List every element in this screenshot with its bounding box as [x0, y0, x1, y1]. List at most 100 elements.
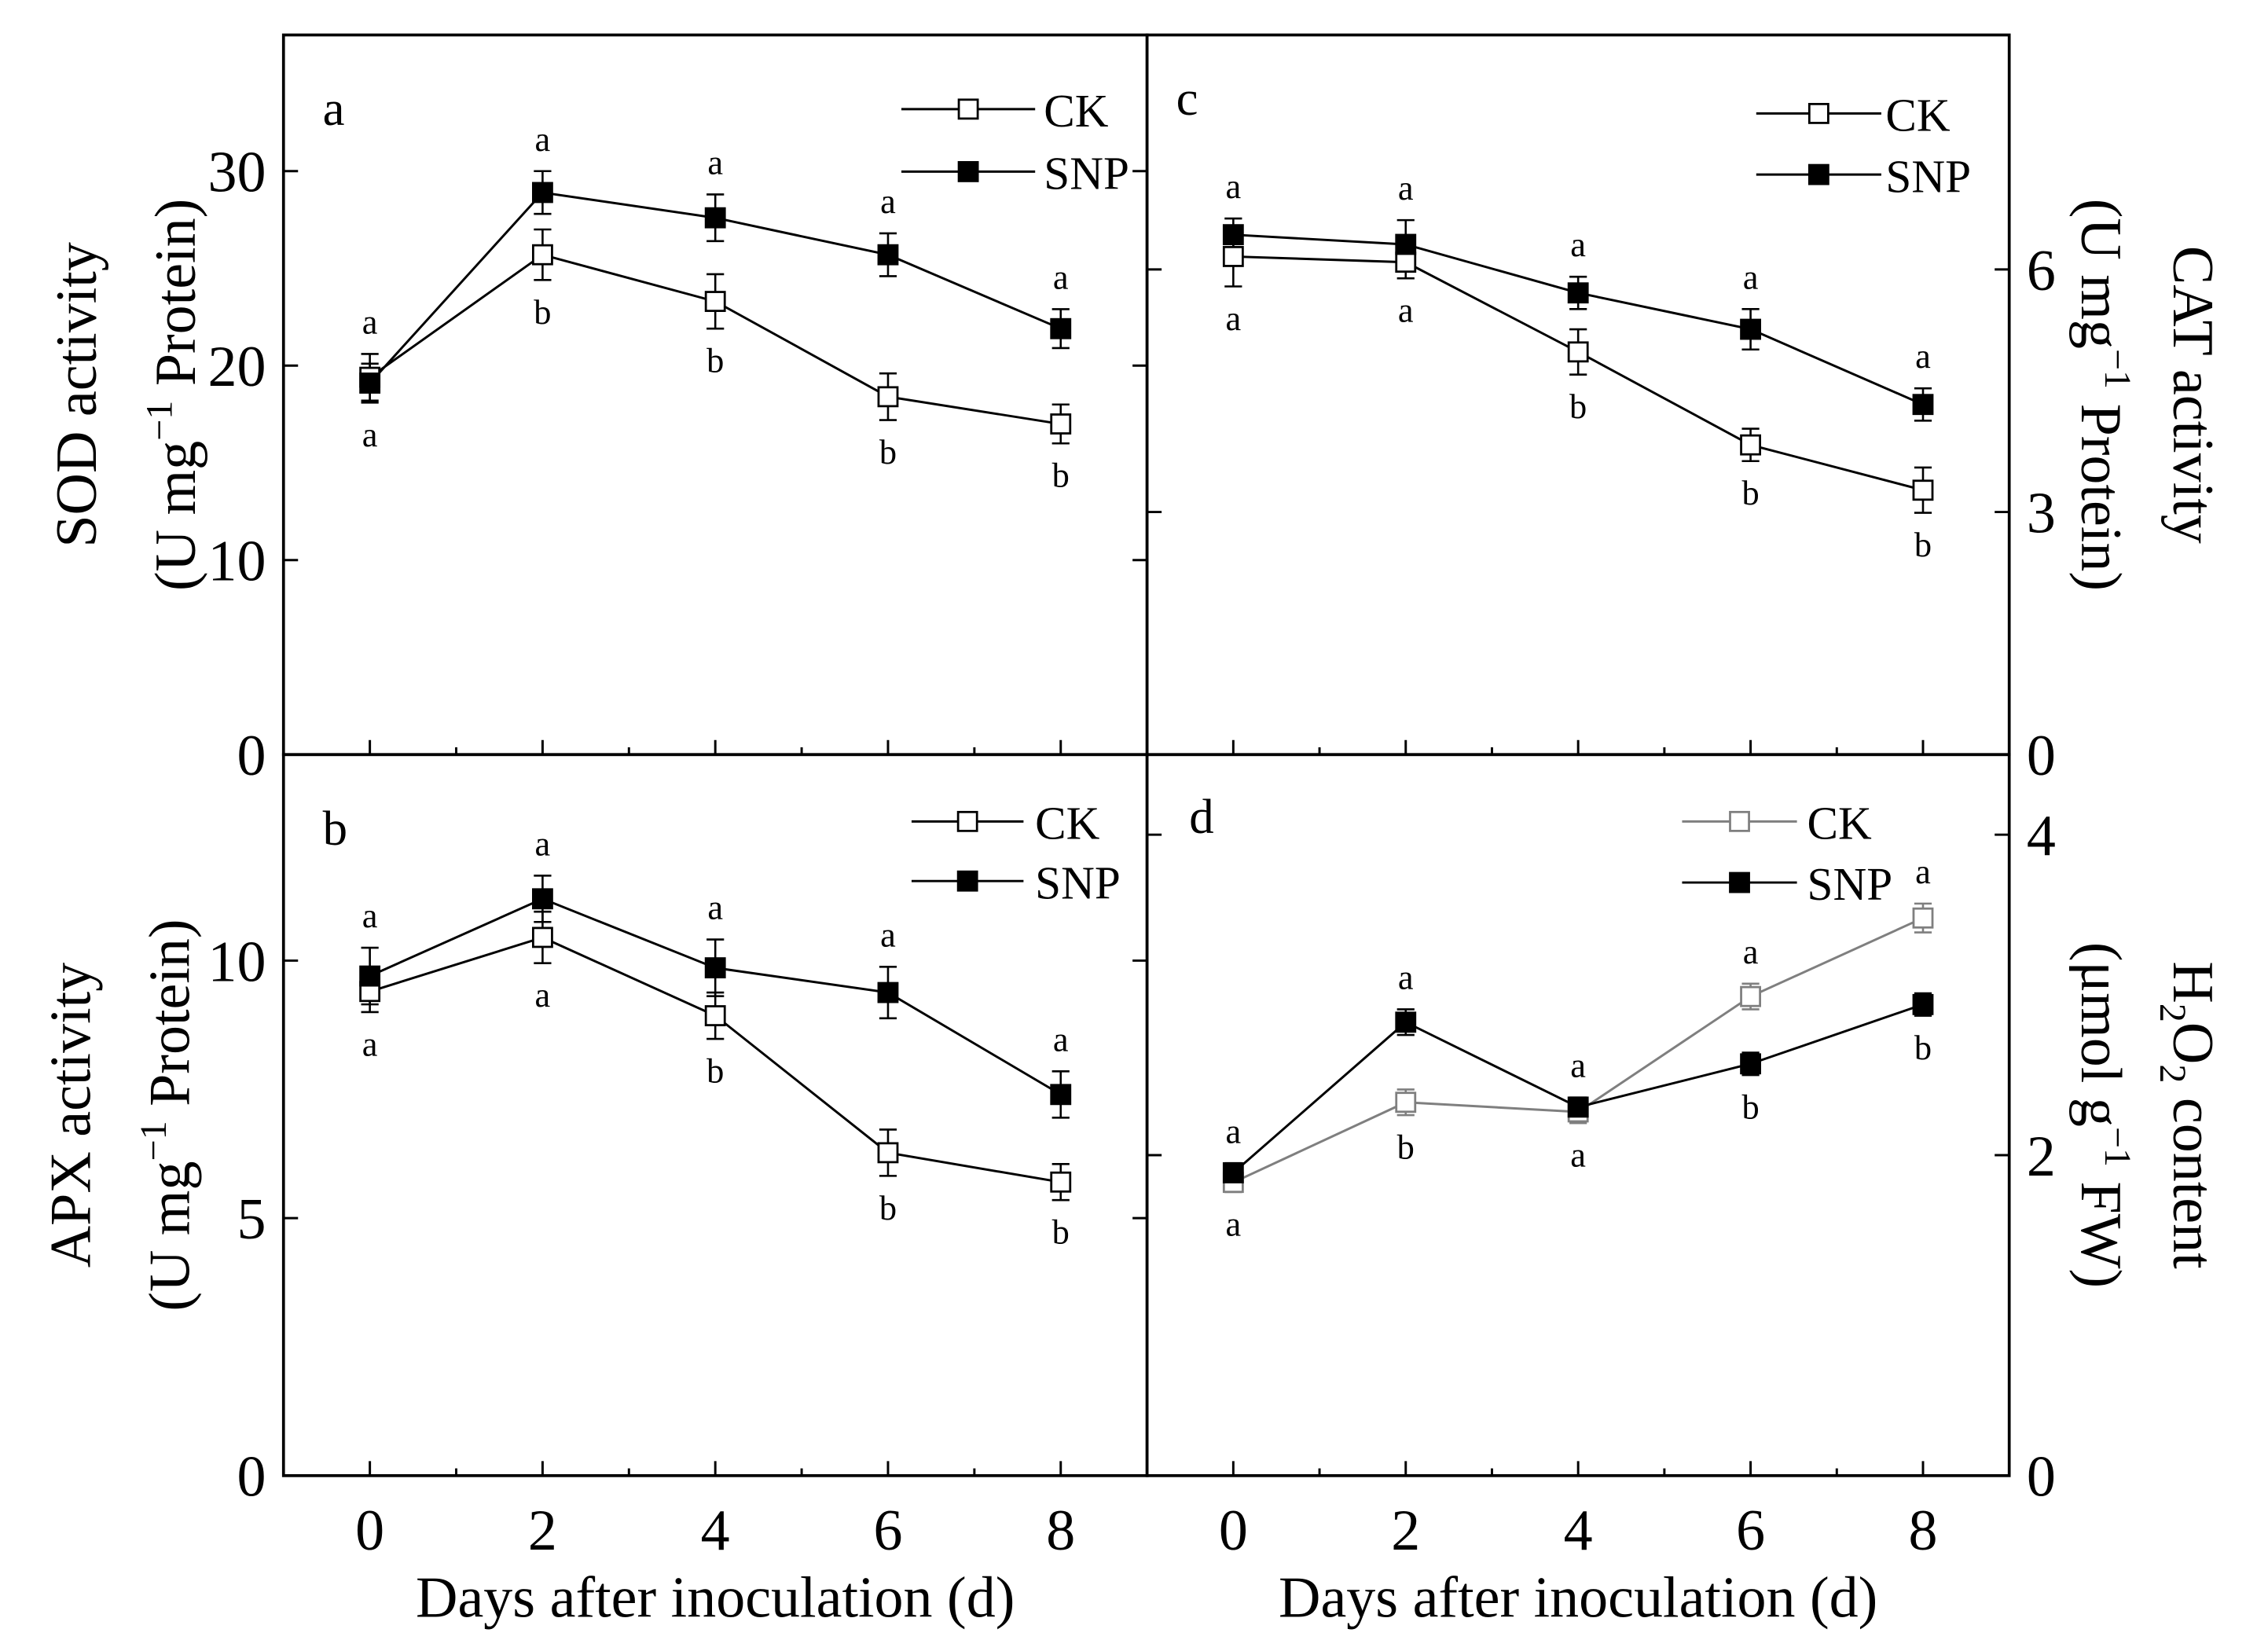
y-axis-label-line-2: (U mg−1 Protein): [133, 919, 203, 1311]
x-axis-label: Days after inoculation (d): [1279, 1565, 1877, 1630]
significance-letter-below: b: [1397, 1128, 1415, 1167]
legend-label-snp: SNP: [1807, 858, 1893, 910]
x-tick-label: 4: [1564, 1499, 1593, 1563]
panel-label: c: [1176, 71, 1198, 126]
y-axis-label-segment: (μmol g: [2068, 942, 2133, 1127]
panel-label: b: [323, 801, 347, 856]
data-point-snp: [1222, 1162, 1244, 1183]
significance-letter-above: a: [1570, 1046, 1586, 1085]
y-tick-label: 5: [237, 1187, 266, 1252]
panel-label: a: [323, 81, 345, 136]
significance-letter-above: a: [1915, 336, 1931, 376]
y-axis-label-line-2: (μmol g−1 FW): [2068, 942, 2138, 1288]
data-point-snp: [1395, 1011, 1417, 1033]
legend-label-ck: CK: [1807, 798, 1872, 849]
data-point-snp: [704, 207, 726, 229]
legend: CK SNP: [1682, 798, 1893, 910]
legend-marker-snp: [957, 160, 979, 182]
significance-letter-above: a: [1743, 257, 1759, 296]
y-axis-label-segment: (U mg: [2068, 199, 2133, 349]
panel-c: 0 3 6 a a a a a b a b a b CK SNP c CAT activity (U mg−1 P…: [1145, 33, 2225, 788]
significance-letter-above: a: [1398, 958, 1414, 997]
significance-letter-below: b: [1914, 525, 1932, 564]
data-point-snp: [1395, 233, 1417, 255]
data-point-snp: [1740, 318, 1761, 340]
data-point-snp: [359, 965, 381, 987]
significance-letter-above: a: [1053, 258, 1069, 297]
y-axis-label-line-1: CAT activity: [2160, 246, 2225, 544]
x-tick-label: 6: [873, 1499, 902, 1563]
data-point-ck: [1395, 1091, 1417, 1114]
significance-letter-above: a: [535, 824, 551, 863]
significance-letter-below: b: [1741, 473, 1759, 512]
significance-letter-below: b: [879, 1188, 897, 1227]
x-tick-label: 8: [1046, 1499, 1075, 1563]
y-tick-label: 30: [208, 141, 266, 205]
legend-label-ck: CK: [1035, 798, 1099, 849]
data-point-ck: [1740, 985, 1761, 1007]
significance-letter-above: a: [1570, 225, 1586, 264]
y-axis-label-segment: −1: [2097, 349, 2138, 389]
significance-letter-above: a: [707, 143, 723, 182]
panel-b: 0 5 10 0 2 4 6 8 Days after inoculation (d) a a a a a…: [39, 753, 1149, 1630]
significance-letter-below: b: [1569, 387, 1587, 426]
significance-letter-above: a: [1743, 932, 1759, 971]
significance-letter-below: b: [706, 1051, 724, 1091]
legend: CK SNP: [901, 85, 1129, 200]
data-point-ck: [532, 926, 553, 948]
y-axis-label-segment: (U mg: [138, 1161, 203, 1312]
x-tick-label: 4: [701, 1499, 730, 1563]
significance-letter-above: a: [1226, 167, 1242, 206]
y-axis-label-segment: −1: [133, 1121, 174, 1161]
significance-letter-below: b: [1052, 456, 1070, 495]
y-axis-label-line-1: H2O2 content: [2152, 961, 2225, 1269]
significance-letter-above: a: [1915, 852, 1931, 891]
y-axis-label-segment: Protein): [144, 199, 208, 401]
data-point-snp: [532, 888, 553, 910]
x-tick-label: 0: [355, 1499, 384, 1563]
significance-letter-below: a: [535, 975, 551, 1014]
y-axis-label-segment: Protein): [138, 919, 203, 1121]
y-axis-label-segment: CAT activity: [2160, 246, 2225, 544]
y-axis-label-segment: O: [2160, 1022, 2225, 1064]
significance-letter-below: b: [706, 341, 724, 380]
data-point-ck: [1912, 479, 1934, 501]
data-point-snp: [1567, 282, 1589, 304]
y-axis-label-line-1: SOD activity: [45, 242, 109, 547]
data-point-snp: [704, 957, 726, 979]
data-point-snp: [1050, 317, 1072, 339]
y-tick-label: 0: [2027, 1445, 2056, 1510]
data-point-ck: [1912, 907, 1934, 929]
y-axis-label-segment: Protein): [2068, 389, 2133, 591]
data-point-ck: [704, 1005, 726, 1026]
significance-letter-below: a: [1226, 299, 1242, 338]
data-point-ck: [1050, 1171, 1072, 1193]
significance-letter-above: a: [880, 915, 896, 954]
data-point-snp: [1567, 1096, 1589, 1118]
legend-marker-ck: [957, 98, 979, 120]
data-point-snp: [1222, 224, 1244, 246]
legend: CK SNP: [1756, 90, 1971, 202]
significance-letter-below: b: [879, 432, 897, 471]
significance-letter-below: a: [1398, 291, 1414, 330]
x-axis-label: Days after inoculation (d): [416, 1565, 1015, 1630]
significance-letter-below: b: [1741, 1088, 1759, 1127]
significance-letter-above: a: [362, 303, 378, 342]
significance-letter-above: a: [707, 888, 723, 927]
data-point-ck: [1740, 434, 1761, 456]
legend-marker-snp: [1729, 871, 1750, 893]
x-tick-label: 2: [528, 1499, 557, 1563]
y-axis-label-line-2: (U mg−1 Protein): [138, 199, 208, 591]
y-tick-label: 6: [2027, 239, 2056, 303]
data-point-ck: [877, 1142, 899, 1164]
legend-label-snp: SNP: [1044, 148, 1129, 200]
data-point-snp: [1912, 394, 1934, 416]
y-axis-label-line-2: (U mg−1 Protein): [2068, 199, 2138, 591]
significance-letter-above: a: [1053, 1019, 1069, 1058]
y-tick-label: 0: [237, 1445, 266, 1510]
legend-label-ck: CK: [1885, 90, 1950, 141]
legend-marker-ck: [1729, 810, 1750, 832]
significance-letter-above: a: [1398, 168, 1414, 207]
